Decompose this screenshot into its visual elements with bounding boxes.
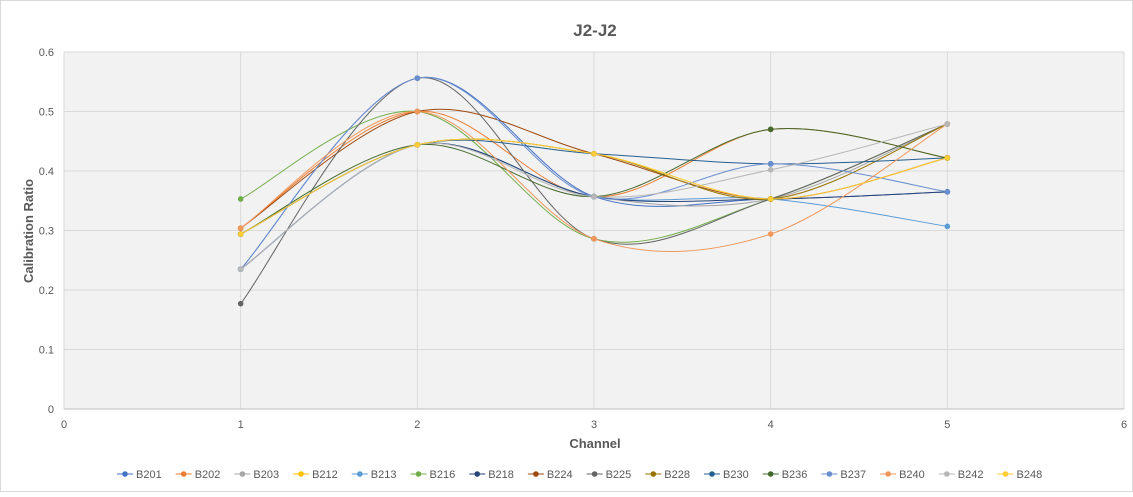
legend-label: B203 <box>253 469 279 481</box>
y-axis-label: Calibration Ratio <box>21 179 36 283</box>
legend-label: B248 <box>1017 469 1043 481</box>
legend-label: B202 <box>195 469 221 481</box>
legend-swatch-marker <box>885 471 891 477</box>
legend-entry: B242 <box>938 469 984 481</box>
y-tick-label: 0 <box>48 404 54 416</box>
legend-swatch-marker <box>591 471 598 477</box>
legend-swatch-marker <box>1002 471 1009 477</box>
legend-entry: B212 <box>293 469 338 481</box>
gridlines <box>63 51 1125 410</box>
series-line <box>240 110 948 253</box>
series-line <box>240 77 948 304</box>
legend-entry: B202 <box>175 469 221 481</box>
legend-label: B236 <box>782 469 808 481</box>
legend-entry: B248 <box>997 469 1043 481</box>
legend-entry: B213 <box>351 469 397 481</box>
legend-label: B201 <box>136 469 162 481</box>
legend-label: B213 <box>371 469 397 481</box>
legend-swatch-marker <box>826 471 833 477</box>
legend-entry: B203 <box>234 469 279 481</box>
y-tick-label: 0.3 <box>39 226 54 238</box>
legend-label: B216 <box>430 469 456 481</box>
data-point <box>944 155 951 161</box>
legend-swatch-marker <box>533 471 539 477</box>
legend-swatch-marker <box>415 471 422 477</box>
x-tick-label: 0 <box>61 419 67 431</box>
legend-label: B225 <box>606 469 632 481</box>
data-point <box>767 167 774 173</box>
series-group <box>237 75 951 307</box>
legend-label: B212 <box>312 469 338 481</box>
data-point <box>944 223 951 230</box>
legend-label: B224 <box>547 469 573 481</box>
x-tick-label: 1 <box>238 419 244 431</box>
legend-label: B218 <box>488 469 514 481</box>
legend-swatch-marker <box>180 471 187 477</box>
legend-entry: B224 <box>527 469 573 481</box>
y-tick-label: 0.2 <box>39 285 54 297</box>
y-tick-label: 0.6 <box>39 47 54 59</box>
legend-swatch-marker <box>239 471 246 477</box>
data-point <box>767 126 774 133</box>
series-b248 <box>237 138 951 237</box>
data-point <box>944 189 951 195</box>
legend-swatch-marker <box>298 471 304 477</box>
x-axis-label: Channel <box>569 436 620 451</box>
data-point <box>767 161 774 167</box>
legend-entry: B236 <box>762 469 808 481</box>
legend-label: B237 <box>840 469 866 481</box>
y-tick-label: 0.5 <box>39 107 54 119</box>
legend-entry: B216 <box>410 469 456 481</box>
legend-entry: B218 <box>469 469 514 481</box>
data-point <box>767 231 774 237</box>
data-point <box>414 142 421 148</box>
data-point <box>237 300 244 307</box>
x-tick-label: 5 <box>944 419 950 431</box>
chart-title: J2-J2 <box>573 21 616 40</box>
x-tick-label: 6 <box>1121 419 1127 431</box>
axes: 0 0.1 0.2 0.3 0.4 0.5 0.6 0 1 2 3 4 5 6 <box>39 47 1127 431</box>
data-point <box>591 236 597 242</box>
data-point <box>237 196 244 202</box>
data-point <box>414 108 421 115</box>
data-point <box>767 196 774 202</box>
x-tick-label: 2 <box>414 419 420 431</box>
legend-label: B242 <box>958 469 984 481</box>
data-point <box>237 225 244 231</box>
legend-entry: B201 <box>117 469 162 481</box>
data-point <box>591 150 597 157</box>
legend-entry: B237 <box>821 469 866 481</box>
y-tick-label: 0.1 <box>39 345 54 357</box>
legend-swatch-marker <box>767 471 774 477</box>
data-point <box>944 121 951 127</box>
legend-swatch-marker <box>357 471 363 477</box>
y-tick-label: 0.4 <box>39 166 54 178</box>
legend-swatch-marker <box>944 471 950 477</box>
data-point <box>237 266 244 272</box>
series-line <box>240 76 948 270</box>
legend-entry: B228 <box>645 469 690 481</box>
legend-swatch-marker <box>474 471 481 477</box>
x-tick-label: 4 <box>768 419 774 431</box>
legend-swatch-marker <box>650 471 657 477</box>
data-point <box>591 193 597 200</box>
x-tick-label: 3 <box>591 419 597 431</box>
data-point <box>237 231 244 237</box>
legend-label: B228 <box>664 469 690 481</box>
legend-swatch-marker <box>709 471 715 477</box>
legend-entry: B225 <box>586 469 632 481</box>
legend-entry: B240 <box>880 469 925 481</box>
data-point <box>414 75 421 81</box>
legend: B201 B202 B203 B212 B213 B216 B218 B224 B225 B228… <box>117 469 1042 481</box>
legend-swatch-marker <box>122 471 128 477</box>
legend-label: B240 <box>899 469 925 481</box>
legend-label: B230 <box>723 469 749 481</box>
legend-entry: B230 <box>704 469 749 481</box>
